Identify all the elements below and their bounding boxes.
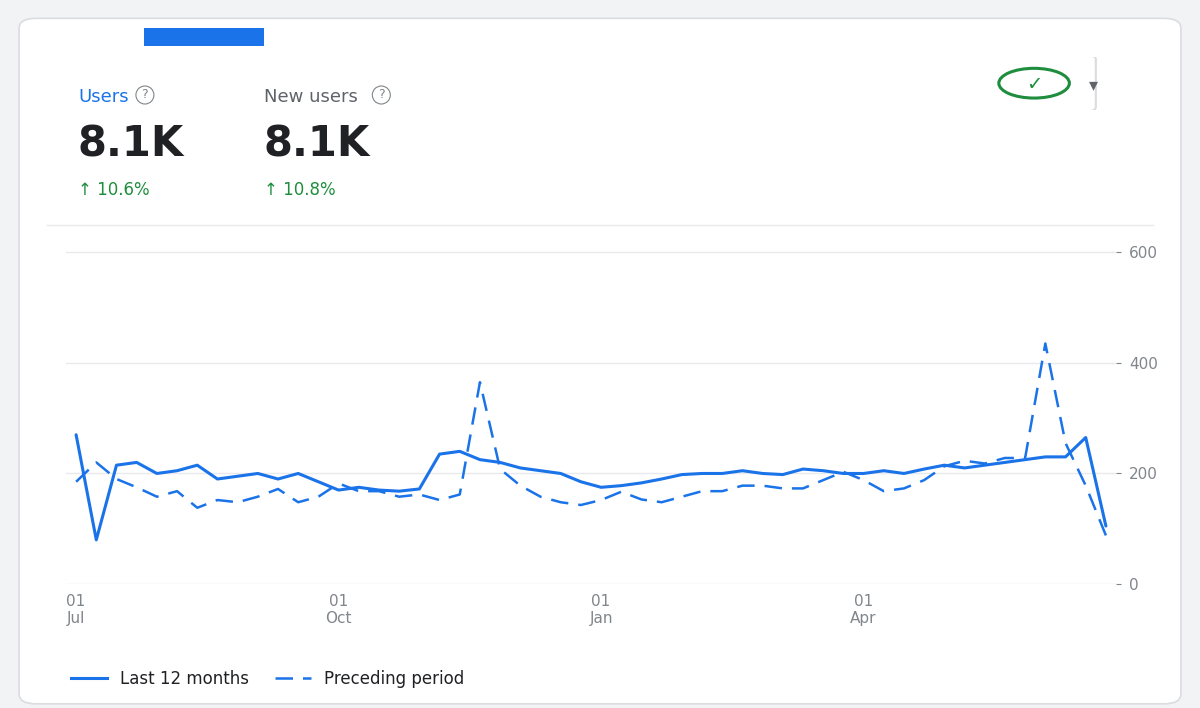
Text: 8.1K: 8.1K [78, 124, 185, 166]
Preceding period [68, 477, 83, 486]
Preceding period [695, 487, 709, 496]
Last 12 months [89, 535, 103, 544]
Preceding period [150, 493, 164, 501]
Text: ?: ? [142, 88, 149, 101]
Last 12 months [170, 467, 185, 475]
Text: ↑ 10.6%: ↑ 10.6% [78, 181, 150, 198]
Last 12 months [756, 469, 770, 478]
Preceding period [736, 481, 750, 490]
Text: ↑ 10.8%: ↑ 10.8% [264, 181, 336, 198]
Text: 8.1K: 8.1K [264, 124, 371, 166]
Preceding period [432, 496, 446, 504]
Last 12 months [1099, 522, 1114, 530]
Last 12 months [452, 447, 467, 456]
Preceding period [1018, 454, 1032, 462]
Text: New users: New users [264, 88, 358, 106]
Last 12 months [1038, 452, 1052, 461]
FancyBboxPatch shape [19, 18, 1181, 704]
Preceding period [553, 498, 568, 506]
Last 12 months [715, 469, 730, 478]
Last 12 months [574, 477, 588, 486]
Preceding period [1038, 339, 1052, 348]
Line: Preceding period: Preceding period [76, 343, 1106, 535]
FancyBboxPatch shape [982, 55, 1096, 111]
Text: Users: Users [78, 88, 128, 106]
Preceding period [1099, 531, 1114, 539]
Legend: Last 12 months, Preceding period: Last 12 months, Preceding period [64, 663, 472, 695]
Last 12 months [68, 430, 83, 439]
Text: ?: ? [378, 88, 385, 101]
Line: Last 12 months: Last 12 months [76, 435, 1106, 539]
FancyBboxPatch shape [132, 26, 276, 48]
Text: ▾: ▾ [1088, 76, 1098, 93]
Text: ✓: ✓ [1026, 75, 1043, 94]
